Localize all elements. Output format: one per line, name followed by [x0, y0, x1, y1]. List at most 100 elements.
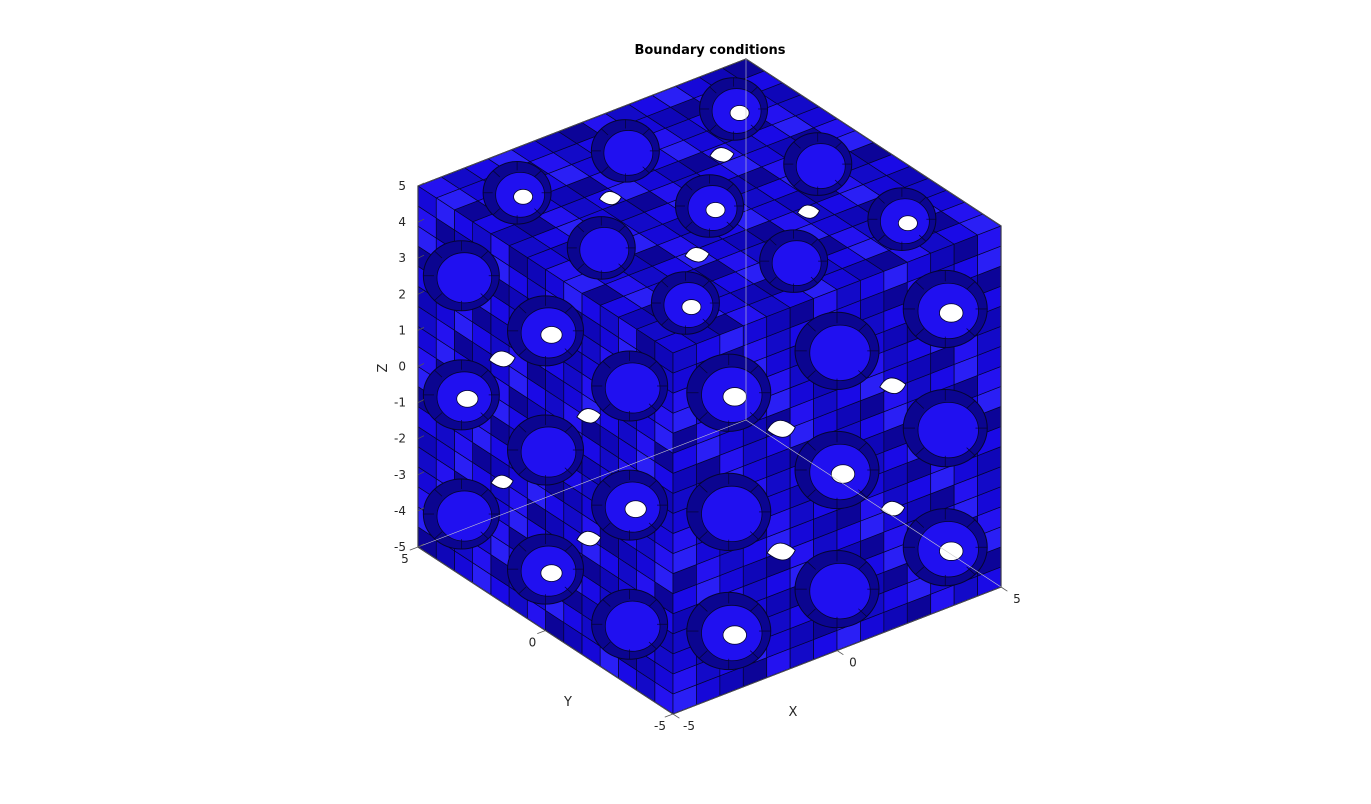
pore-facet [434, 412, 443, 420]
box-edge [745, 58, 1002, 227]
pore-facet [576, 263, 585, 271]
pore-facet [698, 484, 708, 493]
pore-facet [698, 650, 708, 659]
pore-facet [480, 531, 489, 539]
pore-opening [705, 202, 726, 218]
pore-opening [830, 464, 856, 484]
pore-facet [564, 544, 573, 552]
pore-facet [834, 141, 843, 149]
y-tick [537, 630, 546, 635]
pore-facet [915, 328, 925, 337]
z-tick [417, 507, 425, 512]
pore-facet [564, 348, 573, 356]
pore-facet [434, 489, 443, 497]
pore-facet [518, 425, 527, 433]
y-tick [409, 546, 419, 551]
pore-opening [681, 299, 702, 315]
pore-opening [540, 326, 563, 344]
pore-opening [624, 500, 647, 518]
z-tick [417, 182, 425, 187]
lattice-opening [766, 542, 796, 561]
x-tick [672, 713, 680, 719]
lattice-opening [766, 419, 796, 438]
lattice-opening [709, 147, 735, 163]
z-tick [417, 290, 425, 295]
z-tick [417, 254, 425, 259]
z-tick-label: -1 [394, 396, 406, 410]
pore-opening [729, 105, 750, 121]
pore-facet [807, 608, 816, 617]
z-tick-label: 3 [398, 251, 406, 265]
pore-inner [771, 240, 822, 286]
z-axis-label: Z [376, 363, 391, 372]
y-tick-label: -5 [654, 719, 666, 733]
lattice-opening [576, 530, 602, 547]
pore-facet [807, 370, 816, 379]
pore-facet [434, 293, 443, 301]
pore-facet [702, 280, 710, 288]
pore-facet [749, 484, 759, 493]
pore-opening [939, 541, 964, 561]
pore-opening [939, 303, 964, 323]
pore-facet [434, 250, 443, 259]
pore-facet [518, 467, 527, 475]
z-tick-label: -5 [394, 540, 406, 554]
pore-facet [661, 280, 669, 288]
pore-facet [492, 208, 501, 216]
x-tick-label: -5 [683, 719, 695, 733]
pore-facet [602, 522, 611, 531]
z-tick-label: -3 [394, 468, 406, 482]
x-tick-label: 0 [849, 656, 857, 670]
lattice-mesh [417, 58, 1002, 715]
pore-facet [793, 141, 801, 149]
pore-inner [809, 563, 871, 620]
z-tick [417, 435, 425, 440]
pore-facet [685, 183, 693, 191]
pore-facet [564, 467, 573, 475]
pore-facet [915, 447, 925, 456]
pore-facet [602, 361, 611, 369]
pore-facet [750, 124, 758, 132]
z-tick [417, 363, 425, 367]
pore-facet [726, 221, 734, 229]
pore-facet [492, 170, 501, 178]
pore-opening [897, 215, 918, 232]
pore-facet [648, 403, 657, 411]
pore-facet [810, 276, 818, 284]
pore-facet [769, 276, 777, 284]
pore-facet [602, 403, 611, 411]
z-tick-label: 2 [398, 287, 406, 301]
pore-facet [480, 293, 489, 301]
pore-facet [518, 586, 527, 595]
lattice-opening [797, 204, 821, 219]
pore-facet [661, 318, 669, 326]
pore-inner [520, 426, 577, 478]
pore-inner [603, 130, 654, 176]
pore-facet [858, 370, 867, 379]
pore-facet [966, 400, 976, 409]
z-tick-label: -2 [394, 432, 406, 446]
pore-facet [966, 519, 976, 528]
pore-facet [915, 281, 925, 290]
pore-facet [749, 412, 759, 421]
z-tick [417, 218, 425, 223]
pore-inner [917, 401, 979, 459]
lattice-opening [488, 350, 516, 368]
lattice-opening [879, 377, 907, 394]
pore-facet [966, 566, 976, 575]
lattice-opening [598, 191, 622, 206]
pore-facet [807, 442, 816, 451]
pore-facet [915, 566, 925, 575]
pore-opening [540, 564, 563, 582]
pore-facet [434, 531, 443, 539]
z-tick-label: 1 [398, 323, 406, 337]
pore-facet [750, 86, 758, 94]
lattice-opening [576, 408, 602, 424]
x-axis-label: X [789, 705, 798, 720]
y-tick-label: 0 [529, 636, 537, 650]
pore-facet [749, 603, 759, 612]
pore-facet [966, 281, 976, 290]
pore-facet [480, 412, 489, 420]
